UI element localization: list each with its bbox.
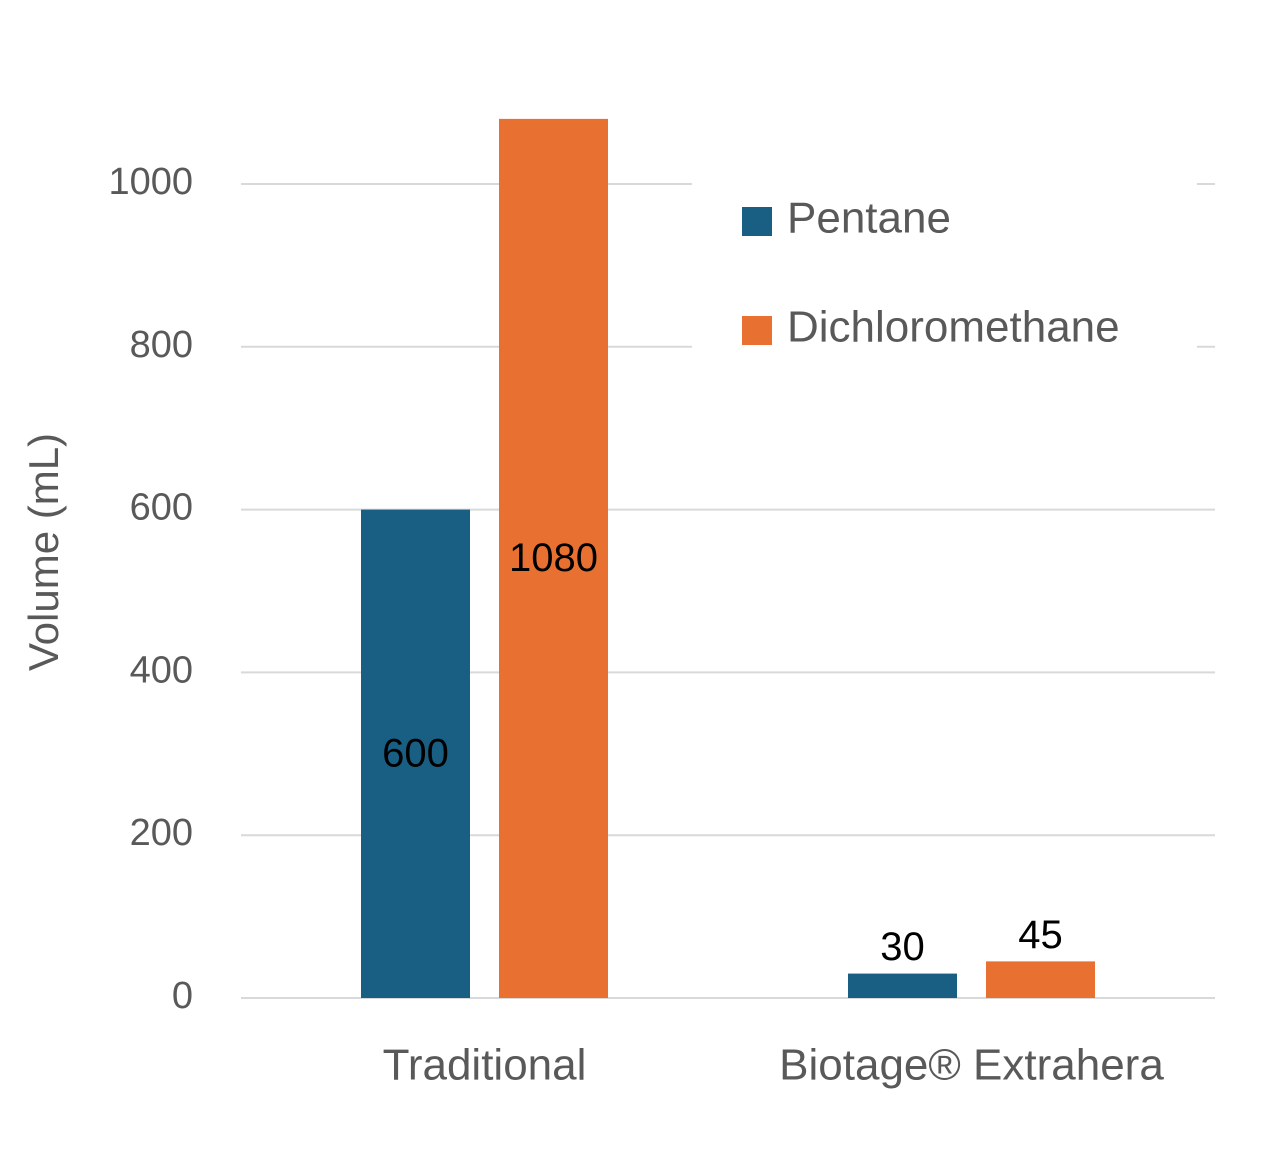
bar: [361, 509, 470, 998]
data-label: 600: [382, 731, 449, 775]
y-axis-label: Volume (mL): [20, 433, 67, 671]
legend-background: [692, 160, 1197, 375]
x-tick-label: Biotage® Extrahera: [779, 1041, 1164, 1090]
y-tick-label: 0: [172, 975, 193, 1017]
y-tick-label: 800: [130, 324, 193, 366]
legend-label: Dichloromethane: [787, 303, 1120, 352]
bar: [848, 973, 957, 998]
legend-label: Pentane: [787, 194, 951, 243]
bar: [986, 961, 1095, 998]
legend-swatch: [742, 316, 772, 345]
data-label: 45: [1018, 913, 1063, 957]
legend-swatch: [742, 207, 772, 236]
data-label: 1080: [509, 536, 598, 580]
y-tick-label: 1000: [108, 161, 193, 203]
bar: [499, 118, 608, 998]
y-tick-label: 200: [130, 812, 193, 854]
y-tick-label: 600: [130, 487, 193, 529]
data-label: 30: [880, 925, 925, 969]
x-tick-label: Traditional: [383, 1041, 587, 1090]
y-tick-label: 400: [130, 649, 193, 691]
